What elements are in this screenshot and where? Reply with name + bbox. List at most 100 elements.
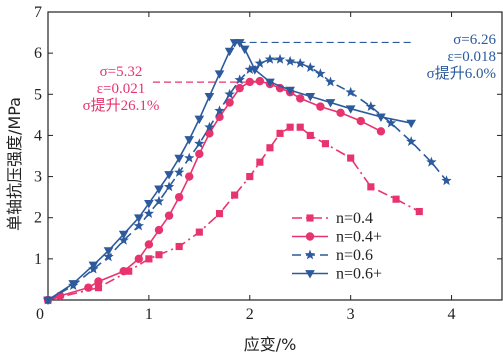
data-point-2-25 <box>356 116 365 126</box>
data-point-3-15 <box>224 88 235 99</box>
data-point-4-2 <box>68 280 79 289</box>
data-point-3-27 <box>365 101 377 112</box>
data-point-3-26 <box>345 86 356 97</box>
data-point-1-17 <box>321 140 330 148</box>
annotation-2-line-3: σ提升6.0% <box>427 65 496 82</box>
data-point-3-7 <box>143 208 155 219</box>
data-point-4-7 <box>144 199 154 209</box>
data-point-2-15 <box>225 98 234 107</box>
data-point-3-13 <box>204 121 215 132</box>
annotation-2-line-1: σ=6.26 <box>453 32 496 48</box>
series-group <box>42 39 452 306</box>
data-point-1-11 <box>256 158 264 166</box>
data-point-4-21 <box>285 86 295 96</box>
annotation-1-line-3: σ提升26.1% <box>83 97 160 114</box>
data-point-2-24 <box>336 108 345 118</box>
series-1 <box>44 123 423 304</box>
data-point-4-1 <box>43 296 53 306</box>
data-point-3-14 <box>214 105 225 116</box>
data-point-3-20 <box>274 53 286 64</box>
data-point-4-26 <box>406 119 417 129</box>
data-point-4-18 <box>239 45 250 55</box>
data-point-1-8 <box>215 210 224 218</box>
data-point-4-13 <box>204 92 215 102</box>
data-point-4-19 <box>249 66 260 75</box>
legend-label-2: n=0.4+ <box>336 229 382 246</box>
data-point-4-23 <box>325 99 336 108</box>
annotation-2-line-2: ε=0.018 <box>447 49 496 65</box>
data-point-1-10 <box>246 173 254 181</box>
data-point-2-9 <box>164 211 174 220</box>
data-point-4-6 <box>133 214 144 223</box>
data-point-4-22 <box>305 92 316 102</box>
data-point-2-23 <box>316 102 325 111</box>
data-point-3-28 <box>385 117 397 128</box>
data-point-3-29 <box>406 136 417 147</box>
legend-marker-3 <box>304 249 316 260</box>
annotation-1-line-1: σ=5.32 <box>100 64 143 80</box>
data-point-4-8 <box>154 185 164 194</box>
data-point-2-22 <box>296 94 305 103</box>
x-tick-label-0: 0 <box>36 306 44 323</box>
legend-label-1: n=0.4 <box>336 210 373 227</box>
data-point-2-10 <box>174 192 184 202</box>
data-point-4-9 <box>164 171 174 180</box>
legend-marker-1 <box>306 214 314 222</box>
data-point-2-13 <box>205 129 214 138</box>
data-point-2-6 <box>134 254 143 264</box>
data-point-3-12 <box>194 138 205 149</box>
legend-label-3: n=0.6 <box>336 247 373 264</box>
data-point-4-3 <box>88 261 99 271</box>
data-point-2-11 <box>185 172 194 181</box>
data-point-4-11 <box>184 136 195 145</box>
data-point-1-7 <box>195 228 203 236</box>
legend-label-4: n=0.6+ <box>336 266 382 283</box>
data-point-4-5 <box>118 230 129 240</box>
data-point-2-5 <box>119 267 128 276</box>
data-point-1-19 <box>367 183 375 191</box>
data-point-4-25 <box>376 113 386 122</box>
data-point-3-16 <box>234 74 245 85</box>
data-point-4-17 <box>234 39 245 48</box>
data-point-2-18 <box>255 76 265 86</box>
annotation-guides <box>153 41 412 83</box>
y-tick-label-1: 1 <box>34 251 42 268</box>
annotation-1-line-2: ε=0.021 <box>97 81 146 97</box>
data-point-4-10 <box>174 154 184 164</box>
series-3 <box>42 53 452 305</box>
y-axis-title: 单轴抗压强度/MPa <box>5 97 24 231</box>
data-point-4-24 <box>345 105 356 114</box>
x-tick-label-2: 2 <box>246 306 254 323</box>
data-point-1-12 <box>266 144 274 152</box>
data-point-4-15 <box>224 47 235 57</box>
data-point-3-4 <box>103 251 114 262</box>
data-point-1-4 <box>145 255 153 263</box>
data-point-1-13 <box>276 129 284 137</box>
data-point-1-16 <box>306 131 314 139</box>
y-tick-label-2: 2 <box>34 210 42 227</box>
data-point-3-6 <box>133 220 144 231</box>
plot-frame <box>47 11 503 301</box>
data-point-1-21 <box>415 207 423 216</box>
legend: n=0.4 n=0.4+n=0.6 n=0.6+ <box>292 210 382 283</box>
legend-marker-2 <box>305 232 315 241</box>
data-point-1-2 <box>94 284 103 292</box>
data-point-4-20 <box>265 78 275 87</box>
data-point-1-20 <box>392 195 400 203</box>
x-tick-label-3: 3 <box>347 306 355 323</box>
data-point-2-26 <box>376 127 386 136</box>
data-point-3-30 <box>426 156 437 167</box>
data-point-2-3 <box>84 283 93 292</box>
data-point-3-18 <box>254 57 266 68</box>
y-tick-label-3: 3 <box>34 169 42 186</box>
data-point-3-22 <box>295 57 306 68</box>
data-point-3-10 <box>173 167 185 177</box>
data-point-3-21 <box>284 55 296 66</box>
data-point-3-19 <box>264 53 276 64</box>
data-point-3-23 <box>305 62 316 72</box>
data-point-3-5 <box>118 234 129 245</box>
data-point-3-8 <box>153 195 165 206</box>
data-point-3-31 <box>441 175 452 186</box>
data-point-1-6 <box>175 242 183 251</box>
